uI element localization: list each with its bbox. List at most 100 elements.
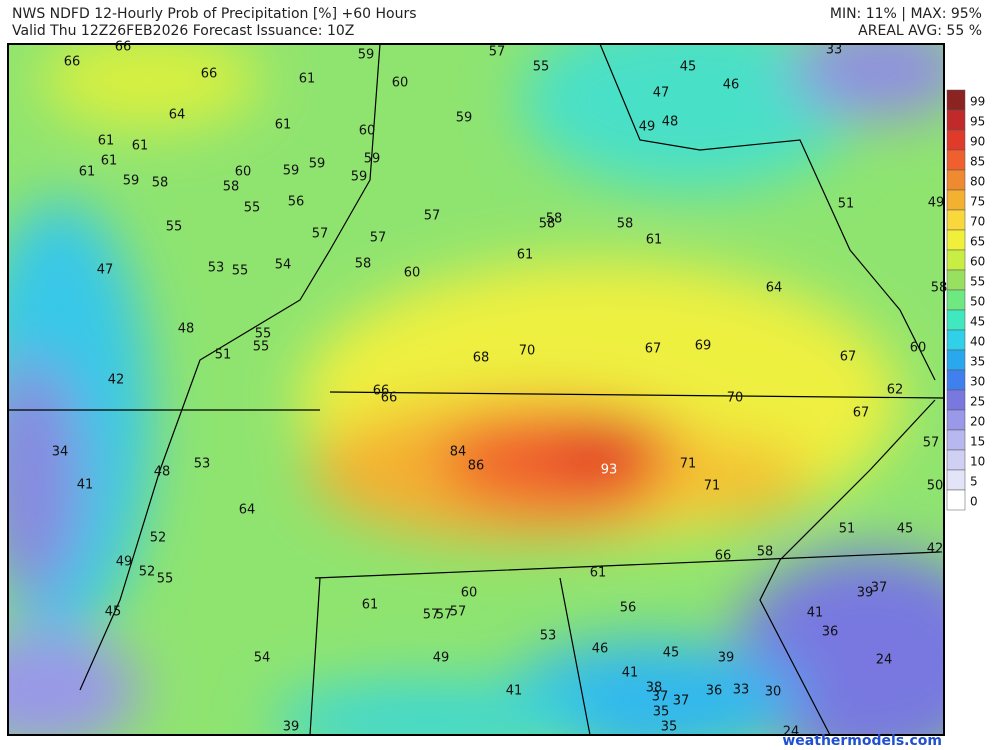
map-value-label: 55 bbox=[253, 340, 270, 355]
map-value-label: 35 bbox=[653, 705, 670, 720]
legend-label: 60 bbox=[970, 255, 985, 269]
map-value-label: 70 bbox=[727, 391, 744, 406]
map-value-label: 54 bbox=[254, 651, 271, 666]
map-value-label: 58 bbox=[546, 212, 563, 227]
map-value-label: 53 bbox=[194, 457, 211, 472]
legend-label: 30 bbox=[970, 375, 985, 389]
map-value-label: 57 bbox=[423, 608, 440, 623]
map-value-label: 59 bbox=[123, 174, 140, 189]
map-value-label: 71 bbox=[704, 479, 721, 494]
legend-swatch bbox=[946, 149, 966, 171]
legend-swatch bbox=[946, 349, 966, 371]
map-value-label: 48 bbox=[178, 322, 195, 337]
title: NWS NDFD 12-Hourly Prob of Precipitation… bbox=[12, 6, 417, 22]
map-value-label: 56 bbox=[620, 601, 637, 616]
map-value-label: 45 bbox=[680, 60, 697, 75]
map-value-label: 58 bbox=[931, 281, 948, 296]
legend-label: 50 bbox=[970, 295, 985, 309]
map-value-label: 66 bbox=[64, 55, 81, 70]
map-value-label: 61 bbox=[362, 598, 379, 613]
map-frame bbox=[7, 43, 945, 736]
map-value-label: 59 bbox=[456, 111, 473, 126]
map-value-label: 41 bbox=[77, 478, 94, 493]
map-value-label: 62 bbox=[887, 383, 904, 398]
valid-time: Valid Thu 12Z26FEB2026 Forecast Issuance… bbox=[12, 23, 354, 39]
map-value-label: 66 bbox=[115, 40, 132, 55]
map-value-label: 24 bbox=[876, 653, 893, 668]
legend-label: 70 bbox=[970, 215, 985, 229]
legend-label: 35 bbox=[970, 355, 985, 369]
map-value-label: 66 bbox=[373, 384, 390, 399]
map-value-label: 41 bbox=[807, 606, 824, 621]
map-value-label: 36 bbox=[706, 684, 723, 699]
min-max: MIN: 11% | MAX: 95% bbox=[830, 6, 982, 22]
map-value-label: 57 bbox=[489, 45, 506, 60]
legend-label: 65 bbox=[970, 235, 985, 249]
map-value-label: 66 bbox=[715, 549, 732, 564]
map-value-label: 70 bbox=[519, 344, 536, 359]
map-value-label: 51 bbox=[215, 348, 232, 363]
map-value-label: 51 bbox=[838, 197, 855, 212]
map-value-label: 55 bbox=[166, 220, 183, 235]
map-value-label: 61 bbox=[132, 139, 149, 154]
map-value-label: 46 bbox=[592, 642, 609, 657]
map-value-label: 30 bbox=[765, 685, 782, 700]
legend-label: 5 bbox=[970, 475, 978, 489]
legend-swatch bbox=[946, 409, 966, 431]
map-value-label: 66 bbox=[381, 391, 398, 406]
legend-label: 99 bbox=[970, 95, 985, 109]
map-value-label: 93 bbox=[601, 463, 618, 478]
map-value-label: 52 bbox=[139, 565, 156, 580]
legend-swatch bbox=[946, 389, 966, 411]
legend-label: 15 bbox=[970, 435, 985, 449]
map-value-label: 57 bbox=[370, 231, 387, 246]
map-value-label: 59 bbox=[358, 48, 375, 63]
map-value-label: 59 bbox=[283, 164, 300, 179]
legend-label: 80 bbox=[970, 175, 985, 189]
map-value-label: 34 bbox=[52, 445, 69, 460]
legend-label: 95 bbox=[970, 115, 985, 129]
map-value-label: 49 bbox=[116, 555, 133, 570]
legend-swatch bbox=[946, 129, 966, 151]
map-value-label: 84 bbox=[450, 445, 467, 460]
map-value-label: 46 bbox=[723, 78, 740, 93]
map-value-label: 53 bbox=[208, 261, 225, 276]
map-value-label: 61 bbox=[646, 233, 663, 248]
map-value-label: 35 bbox=[661, 720, 678, 735]
legend-swatch bbox=[946, 489, 966, 511]
map-value-label: 39 bbox=[718, 651, 735, 666]
map-value-label: 33 bbox=[733, 683, 750, 698]
legend-swatch bbox=[946, 229, 966, 251]
map-value-label: 61 bbox=[299, 72, 316, 87]
legend-label: 45 bbox=[970, 315, 985, 329]
legend-label: 40 bbox=[970, 335, 985, 349]
map-value-label: 58 bbox=[757, 545, 774, 560]
map-value-label: 54 bbox=[275, 258, 292, 273]
legend-swatch bbox=[946, 109, 966, 131]
map-value-label: 49 bbox=[639, 120, 656, 135]
map-value-label: 58 bbox=[539, 217, 556, 232]
map-value-label: 55 bbox=[232, 264, 249, 279]
map-value-label: 67 bbox=[840, 350, 857, 365]
map-value-label: 55 bbox=[157, 572, 174, 587]
map-value-label: 33 bbox=[826, 43, 843, 58]
map-value-label: 55 bbox=[244, 201, 261, 216]
legend-swatch bbox=[946, 289, 966, 311]
map-value-label: 38 bbox=[646, 681, 663, 696]
map-value-label: 67 bbox=[853, 406, 870, 421]
map-value-label: 49 bbox=[433, 651, 450, 666]
legend-swatch bbox=[946, 269, 966, 291]
map-value-label: 58 bbox=[223, 180, 240, 195]
legend-swatch bbox=[946, 309, 966, 331]
map-value-label: 48 bbox=[662, 115, 679, 130]
map-value-label: 37 bbox=[871, 581, 888, 596]
map-value-label: 57 bbox=[450, 605, 467, 620]
legend-label: 0 bbox=[970, 495, 978, 509]
map-value-label: 41 bbox=[622, 666, 639, 681]
map-value-label: 59 bbox=[364, 152, 381, 167]
map-value-label: 42 bbox=[927, 542, 944, 557]
map-value-label: 61 bbox=[101, 154, 118, 169]
legend-swatch bbox=[946, 469, 966, 491]
map-value-label: 57 bbox=[424, 209, 441, 224]
